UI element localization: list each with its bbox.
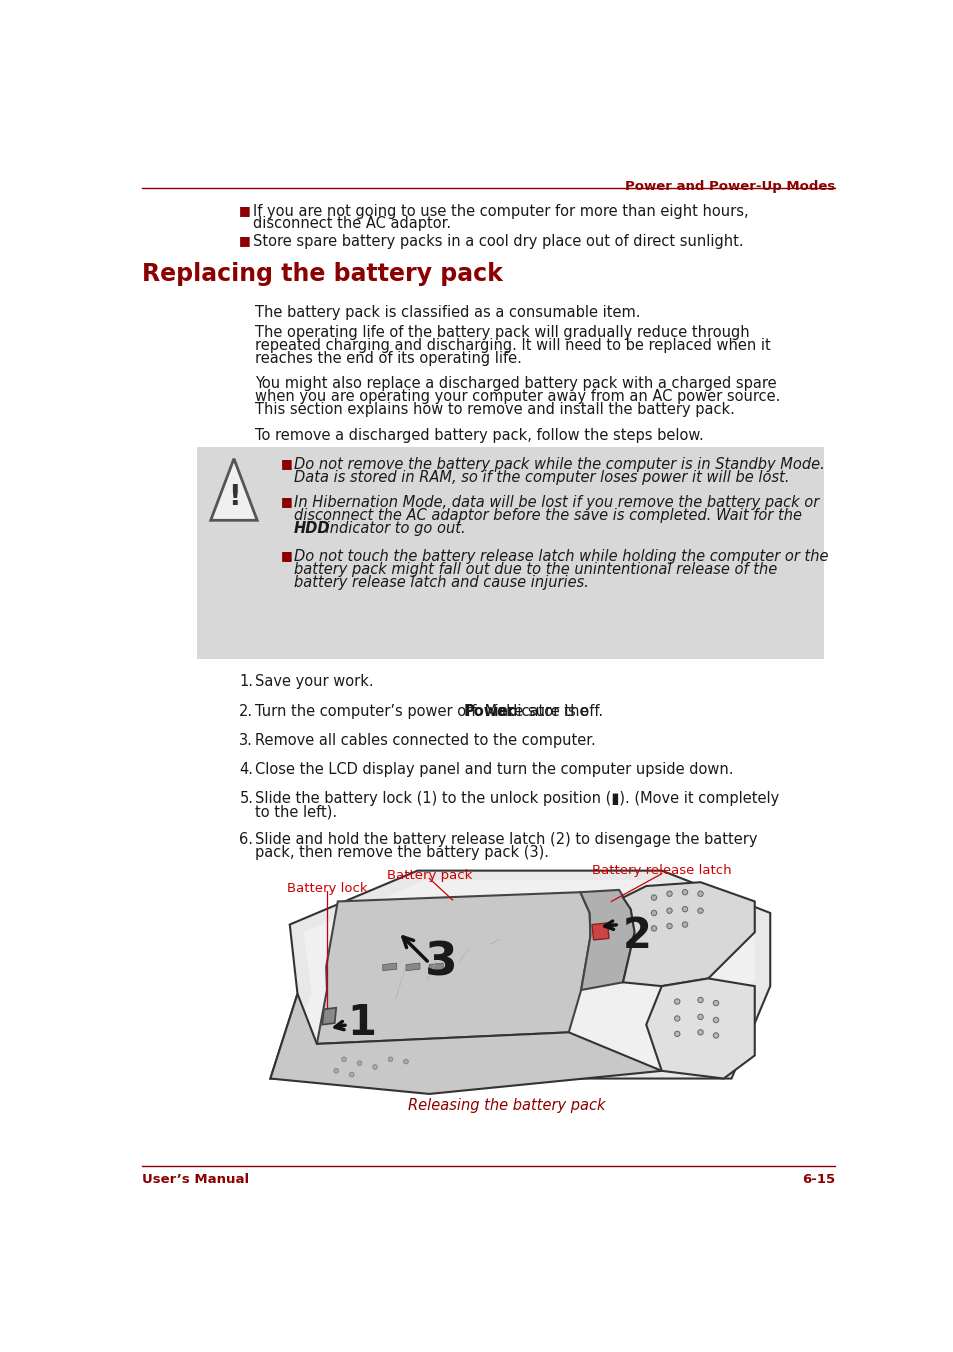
Text: when you are operating your computer away from an AC power source.: when you are operating your computer awa… bbox=[254, 389, 780, 404]
Text: Save your work.: Save your work. bbox=[254, 675, 374, 690]
Circle shape bbox=[403, 1059, 408, 1064]
Circle shape bbox=[697, 998, 702, 1003]
Polygon shape bbox=[406, 963, 419, 971]
Circle shape bbox=[651, 926, 656, 932]
Text: battery release latch and cause injuries.: battery release latch and cause injuries… bbox=[294, 575, 588, 589]
Text: to the left).: to the left). bbox=[254, 804, 336, 819]
Circle shape bbox=[681, 906, 687, 911]
Text: Slide the battery lock (1) to the unlock position (▮). (Move it completely: Slide the battery lock (1) to the unlock… bbox=[254, 791, 779, 806]
Circle shape bbox=[666, 909, 672, 914]
Text: ■: ■ bbox=[239, 234, 251, 247]
Polygon shape bbox=[316, 892, 590, 1044]
Text: disconnect the AC adaptor.: disconnect the AC adaptor. bbox=[253, 216, 451, 231]
Text: Turn the computer’s power off. Make sure the: Turn the computer’s power off. Make sure… bbox=[254, 703, 593, 718]
Text: ■: ■ bbox=[280, 495, 292, 508]
Circle shape bbox=[674, 1015, 679, 1021]
Text: repeated charging and discharging. It will need to be replaced when it: repeated charging and discharging. It wi… bbox=[254, 338, 770, 353]
Circle shape bbox=[349, 1072, 354, 1078]
Circle shape bbox=[697, 1030, 702, 1036]
Text: ■: ■ bbox=[239, 204, 251, 216]
Circle shape bbox=[388, 1057, 393, 1061]
Text: Do not touch the battery release latch while holding the computer or the: Do not touch the battery release latch w… bbox=[294, 549, 827, 564]
Text: User’s Manual: User’s Manual bbox=[142, 1174, 250, 1186]
Text: pack, then remove the battery pack (3).: pack, then remove the battery pack (3). bbox=[254, 845, 548, 860]
Text: Do not remove the battery pack while the computer is in Standby Mode.: Do not remove the battery pack while the… bbox=[294, 457, 823, 472]
Circle shape bbox=[373, 1064, 377, 1069]
Text: Battery lock: Battery lock bbox=[286, 883, 367, 895]
Text: Store spare battery packs in a cool dry place out of direct sunlight.: Store spare battery packs in a cool dry … bbox=[253, 234, 743, 249]
Polygon shape bbox=[592, 923, 608, 940]
Text: The operating life of the battery pack will gradually reduce through: The operating life of the battery pack w… bbox=[254, 324, 749, 339]
Circle shape bbox=[697, 891, 702, 896]
Circle shape bbox=[713, 1000, 718, 1006]
Text: HDD: HDD bbox=[294, 521, 330, 535]
Text: 4.: 4. bbox=[239, 763, 253, 777]
Text: 1: 1 bbox=[347, 1002, 375, 1044]
Text: If you are not going to use the computer for more than eight hours,: If you are not going to use the computer… bbox=[253, 204, 748, 219]
Text: Power and Power-Up Modes: Power and Power-Up Modes bbox=[624, 180, 835, 193]
Text: indicator to go out.: indicator to go out. bbox=[320, 521, 465, 535]
Text: 5.: 5. bbox=[239, 791, 253, 806]
Circle shape bbox=[681, 922, 687, 927]
Circle shape bbox=[674, 999, 679, 1005]
Polygon shape bbox=[286, 880, 754, 1067]
Circle shape bbox=[713, 1033, 718, 1038]
Text: You might also replace a discharged battery pack with a charged spare: You might also replace a discharged batt… bbox=[254, 376, 776, 391]
Polygon shape bbox=[270, 994, 661, 1094]
Text: In Hibernation Mode, data will be lost if you remove the battery pack or: In Hibernation Mode, data will be lost i… bbox=[294, 495, 818, 510]
Text: Releasing the battery pack: Releasing the battery pack bbox=[408, 1098, 605, 1113]
Text: Close the LCD display panel and turn the computer upside down.: Close the LCD display panel and turn the… bbox=[254, 763, 733, 777]
Text: Data is stored in RAM, so if the computer loses power it will be lost.: Data is stored in RAM, so if the compute… bbox=[294, 470, 788, 485]
Circle shape bbox=[651, 895, 656, 900]
Polygon shape bbox=[270, 871, 769, 1079]
Text: 6-15: 6-15 bbox=[801, 1174, 835, 1186]
Circle shape bbox=[666, 891, 672, 896]
Circle shape bbox=[674, 1032, 679, 1037]
Polygon shape bbox=[211, 458, 257, 521]
Circle shape bbox=[651, 910, 656, 915]
Text: 2: 2 bbox=[622, 915, 651, 957]
Bar bbox=[196, 448, 823, 658]
Text: 3.: 3. bbox=[239, 733, 253, 748]
Text: This section explains how to remove and install the battery pack.: This section explains how to remove and … bbox=[254, 403, 734, 418]
Text: 3: 3 bbox=[424, 941, 456, 986]
Text: indicator is off.: indicator is off. bbox=[490, 703, 603, 718]
Polygon shape bbox=[622, 883, 754, 986]
Polygon shape bbox=[322, 1007, 335, 1025]
Text: ■: ■ bbox=[280, 457, 292, 470]
Text: Replacing the battery pack: Replacing the battery pack bbox=[142, 262, 503, 287]
Text: 6.: 6. bbox=[239, 831, 253, 848]
Circle shape bbox=[334, 1068, 338, 1073]
Polygon shape bbox=[645, 979, 754, 1079]
Circle shape bbox=[697, 909, 702, 914]
Text: ■: ■ bbox=[280, 549, 292, 562]
Circle shape bbox=[341, 1057, 346, 1061]
Text: Battery pack: Battery pack bbox=[386, 869, 472, 882]
Text: 1.: 1. bbox=[239, 675, 253, 690]
Circle shape bbox=[681, 890, 687, 895]
Text: !: ! bbox=[228, 483, 240, 511]
Polygon shape bbox=[382, 963, 396, 971]
Text: Remove all cables connected to the computer.: Remove all cables connected to the compu… bbox=[254, 733, 595, 748]
Circle shape bbox=[713, 1017, 718, 1022]
Polygon shape bbox=[579, 890, 634, 990]
Text: disconnect the AC adaptor before the save is completed. Wait for the: disconnect the AC adaptor before the sav… bbox=[294, 508, 801, 523]
Circle shape bbox=[697, 1014, 702, 1019]
Text: To remove a discharged battery pack, follow the steps below.: To remove a discharged battery pack, fol… bbox=[254, 427, 703, 443]
Text: Battery release latch: Battery release latch bbox=[591, 864, 731, 877]
Circle shape bbox=[356, 1061, 361, 1065]
Text: Slide and hold the battery release latch (2) to disengage the battery: Slide and hold the battery release latch… bbox=[254, 831, 757, 848]
Circle shape bbox=[666, 923, 672, 929]
Text: The battery pack is classified as a consumable item.: The battery pack is classified as a cons… bbox=[254, 304, 639, 319]
Polygon shape bbox=[429, 963, 443, 971]
Text: battery pack might fall out due to the unintentional release of the: battery pack might fall out due to the u… bbox=[294, 562, 776, 577]
Text: 2.: 2. bbox=[239, 703, 253, 718]
Text: reaches the end of its operating life.: reaches the end of its operating life. bbox=[254, 352, 521, 366]
Text: Power: Power bbox=[464, 703, 515, 718]
